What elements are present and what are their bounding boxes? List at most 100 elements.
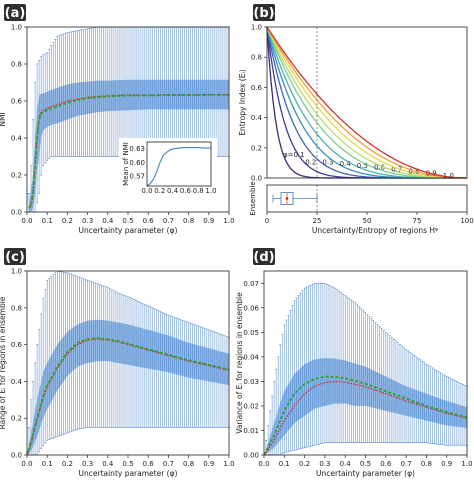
b-curve bbox=[266, 26, 468, 179]
a-inset-frame bbox=[146, 141, 212, 187]
d-xtick-label: 0.0 bbox=[258, 460, 269, 468]
b-curve bbox=[266, 26, 468, 179]
b-ensemble-label: Ensemble bbox=[249, 181, 257, 215]
c-xtick-label: 0.5 bbox=[122, 460, 133, 468]
a-inset-mean-line bbox=[146, 147, 211, 187]
a-xtick-label: 0.8 bbox=[183, 217, 194, 225]
c-ytick-label: 1.0 bbox=[11, 268, 22, 276]
d-xtick-label: 0.1 bbox=[279, 460, 290, 468]
a-inset-y-label: Mean of NMI bbox=[122, 142, 130, 186]
b-curve-label: φ=0.1 bbox=[283, 151, 305, 159]
a-xtick-label: 0.0 bbox=[21, 217, 32, 225]
d-xtick-label: 0.4 bbox=[340, 460, 352, 468]
a-tag-label: (a) bbox=[5, 6, 26, 21]
a-inset-xtick-label: 0.4 bbox=[167, 187, 179, 195]
b-curve-label: 0.6 bbox=[374, 163, 386, 171]
d-xtick-label: 0.8 bbox=[421, 460, 432, 468]
a-inset-xtick-label: 0.0 bbox=[141, 187, 152, 195]
c-xtick-label: 0.9 bbox=[203, 460, 214, 468]
c-tag-bg bbox=[4, 248, 26, 265]
b-tag-bg bbox=[253, 4, 275, 21]
a-ytick-label: 0.6 bbox=[11, 98, 23, 106]
d-iqr-band bbox=[264, 358, 467, 455]
c-ytick-label: 0.8 bbox=[11, 304, 22, 312]
d-ytick-label: 0.04 bbox=[243, 353, 259, 361]
a-inset-ytick-label: 0.57 bbox=[129, 173, 145, 181]
a-mean-line bbox=[28, 93, 229, 209]
d-xtick-label: 0.3 bbox=[319, 460, 330, 468]
c-xtick-label: 0.4 bbox=[102, 460, 114, 468]
panel-b: 02550751000.00.20.40.60.81.0φ=0.10.20.30… bbox=[238, 4, 474, 235]
d-mean-line bbox=[263, 375, 468, 456]
b-curve-label: 0.2 bbox=[305, 158, 316, 166]
d-ytick-label: 0.00 bbox=[243, 452, 259, 460]
a-inset-xtick-label: 0.8 bbox=[193, 187, 204, 195]
d-ytick-label: 0.05 bbox=[243, 329, 259, 337]
c-xtick-label: 0.8 bbox=[183, 460, 194, 468]
a-xtick-label: 0.5 bbox=[122, 217, 133, 225]
a-x-axis-label: Uncertainty parameter (φ) bbox=[79, 226, 178, 235]
a-inset-xtick-label: 1.0 bbox=[205, 187, 216, 195]
b-ytick-label: 0.2 bbox=[251, 144, 262, 152]
a-y-axis-label: NMI bbox=[0, 112, 7, 126]
b-curve-label: 1.0 bbox=[443, 172, 454, 180]
a-xtick-label: 0.2 bbox=[62, 217, 73, 225]
b-ytick-label: 0.4 bbox=[251, 114, 263, 122]
a-ytick-label: 0.0 bbox=[11, 209, 22, 217]
c-ytick-label: 0.0 bbox=[11, 452, 22, 460]
a-ytick-label: 0.4 bbox=[11, 135, 23, 143]
d-ytick-label: 0.07 bbox=[243, 280, 259, 288]
a-inset-xtick-label: 0.2 bbox=[154, 187, 165, 195]
b-curve-label: 0.7 bbox=[391, 165, 402, 173]
c-xtick-label: 0.3 bbox=[82, 460, 93, 468]
a-xtick-label: 0.6 bbox=[143, 217, 155, 225]
a-xtick-label: 0.7 bbox=[163, 217, 174, 225]
c-xtick-label: 0.0 bbox=[21, 460, 32, 468]
b-box-mean-dot bbox=[285, 197, 289, 200]
a-ytick-label: 0.2 bbox=[11, 172, 22, 180]
a-axes-frame bbox=[26, 26, 230, 213]
b-xtick-label: 0 bbox=[265, 217, 269, 225]
a-inset-ytick-label: 0.63 bbox=[129, 145, 145, 153]
b-tag-label: (b) bbox=[253, 6, 274, 21]
a-xtick-label: 0.4 bbox=[102, 217, 114, 225]
d-ytick-label: 0.01 bbox=[243, 427, 259, 435]
b-xtick-label: 25 bbox=[313, 217, 322, 225]
a-ytick-label: 0.8 bbox=[11, 61, 22, 69]
c-ytick-label: 0.2 bbox=[11, 415, 22, 423]
b-curve-label: 0.4 bbox=[340, 160, 352, 168]
d-axes-frame bbox=[263, 270, 468, 456]
b-ytick-label: 0.8 bbox=[251, 54, 262, 62]
c-xtick-label: 0.1 bbox=[42, 460, 53, 468]
c-ytick-label: 0.6 bbox=[11, 341, 23, 349]
b-y-axis-label: Entropy Index (Eᵢ) bbox=[238, 69, 247, 136]
d-xtick-label: 0.7 bbox=[401, 460, 412, 468]
b-xtick-label: 75 bbox=[413, 217, 422, 225]
a-xtick-label: 0.1 bbox=[42, 217, 53, 225]
a-ytick-label: 1.0 bbox=[11, 24, 22, 32]
c-iqr-band bbox=[27, 319, 229, 455]
c-axes-frame bbox=[26, 270, 230, 456]
d-ytick-label: 0.02 bbox=[243, 402, 259, 410]
c-y-axis-label: Range of Eᵢ for regions in ensemble bbox=[0, 296, 7, 429]
a-xtick-label: 1.0 bbox=[223, 217, 234, 225]
b-curve bbox=[266, 26, 468, 179]
d-median-line bbox=[263, 380, 468, 456]
b-x-axis-label: Uncertainty/Entropy of regions Hᵠ bbox=[312, 226, 438, 235]
c-xtick-label: 0.2 bbox=[62, 460, 73, 468]
panel-d: 0.0 0.1 0.2 0.3 0.4 0.5 0.6 0.7 0.8 0.9 1.0 0.00 0.0… bbox=[235, 248, 473, 478]
d-y-axis-label: Variance of Eᵢ for regions in ensemble bbox=[235, 292, 244, 434]
a-tag-bg bbox=[4, 4, 26, 21]
a-inset-ytick-label: 0.60 bbox=[129, 159, 145, 167]
c-mean-line bbox=[26, 337, 230, 456]
b-ytick-label: 0.6 bbox=[251, 84, 263, 92]
c-xtick-label: 0.6 bbox=[143, 460, 155, 468]
b-ytick-label: 0.0 bbox=[251, 175, 262, 183]
b-curve bbox=[266, 26, 468, 179]
a-xtick-label: 0.3 bbox=[82, 217, 93, 225]
c-x-axis-label: Uncertainty parameter (φ) bbox=[79, 469, 178, 478]
d-tag-bg bbox=[253, 248, 275, 265]
b-xtick-label: 50 bbox=[363, 217, 372, 225]
d-ytick-label: 0.03 bbox=[243, 378, 259, 386]
